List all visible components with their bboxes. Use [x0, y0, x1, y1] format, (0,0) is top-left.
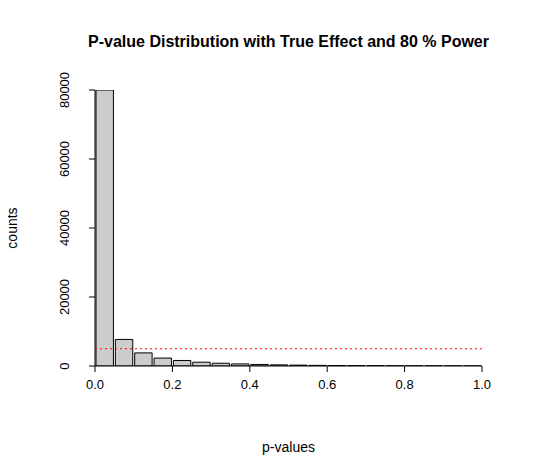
svg-text:0: 0 [57, 362, 72, 369]
html-text:counts: counts [4, 207, 20, 249]
svg-text:80000: 80000 [57, 72, 72, 108]
svg-text:0.0: 0.0 [86, 377, 104, 392]
svg-text:0.8: 0.8 [396, 377, 414, 392]
svg-text:20000: 20000 [57, 279, 72, 315]
svg-text:0.4: 0.4 [241, 377, 259, 392]
svg-text:0.6: 0.6 [318, 377, 336, 392]
svg-text:1.0: 1.0 [473, 377, 491, 392]
svg-text:0.2: 0.2 [163, 377, 181, 392]
svg-text:40000: 40000 [57, 210, 72, 246]
html-text:p-values: p-values [262, 439, 315, 455]
svg-text:60000: 60000 [57, 141, 72, 177]
html-text:P-value Distribution with True: P-value Distribution with True Effect an… [88, 33, 489, 50]
